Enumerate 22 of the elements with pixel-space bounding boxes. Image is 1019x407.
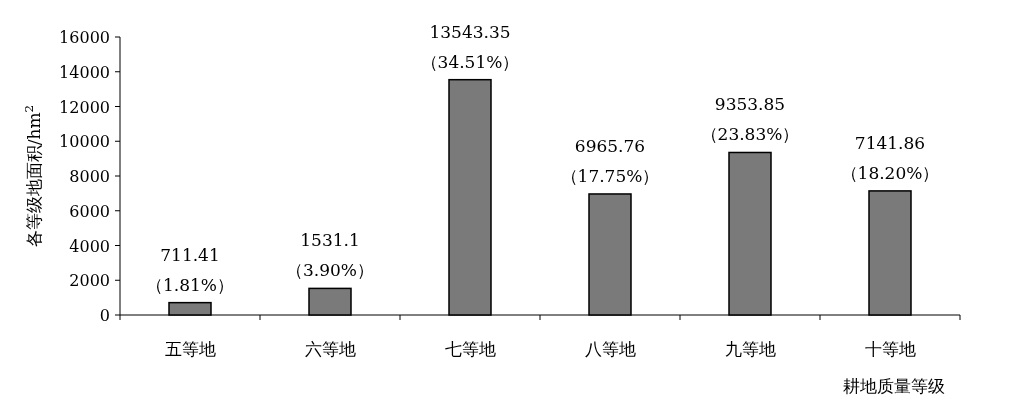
y-tick-label: 12000 (59, 97, 110, 117)
data-label: 7141.86 （18.20%） (840, 132, 940, 183)
y-tick-label: 4000 (69, 236, 110, 256)
x-tick-label: 九等地 (724, 339, 776, 359)
y-tick-label: 6000 (69, 201, 110, 221)
x-tick-label: 六等地 (304, 339, 356, 359)
data-label: 13543.35 （34.51%） (420, 21, 520, 72)
y-tick-label: 2000 (69, 271, 110, 291)
x-tick-label: 七等地 (444, 339, 496, 359)
x-tick-label: 八等地 (584, 339, 636, 359)
data-label: 6965.76 （17.75%） (560, 135, 660, 186)
y-tick-label: 16000 (59, 28, 110, 47)
y-tick-label: 10000 (59, 132, 110, 152)
y-tick-label: 8000 (69, 167, 110, 186)
data-label: 711.41 （1.81%） (145, 244, 235, 295)
y-tick-label: 0 (99, 306, 110, 325)
data-label: 1531.1 （3.90%） (285, 230, 375, 281)
data-label: 9353.85 （23.83%） (700, 94, 800, 145)
x-tick-label: 十等地 (864, 339, 916, 359)
y-tick-label: 14000 (59, 62, 110, 82)
x-tick-label: 五等地 (164, 339, 216, 359)
x-axis-title: 耕地质量等级 (843, 376, 945, 396)
